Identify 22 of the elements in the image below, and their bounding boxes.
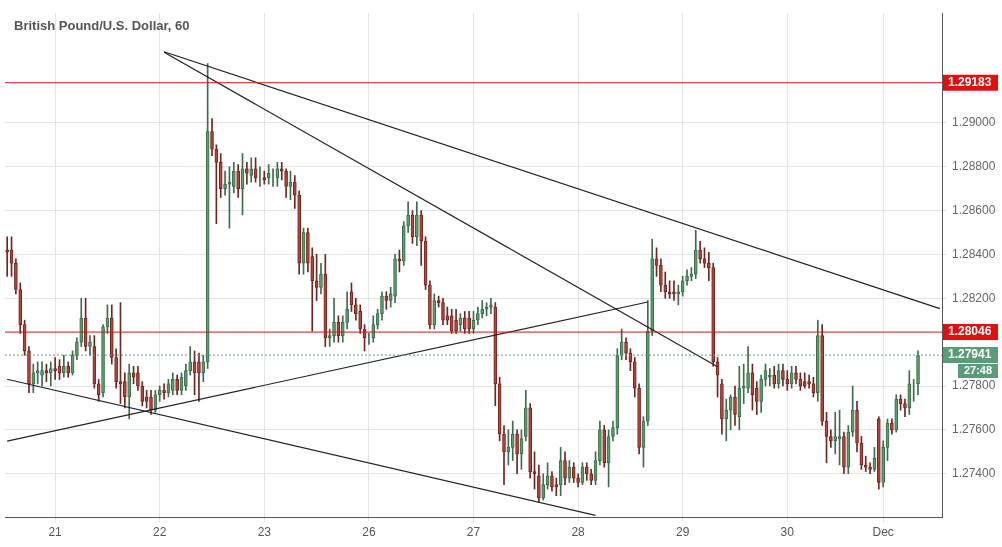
x-tick-label: 21 (48, 525, 63, 540)
ref-line-label: 1.29183 (948, 75, 992, 90)
y-tick-label: 1.28600 (952, 202, 996, 217)
x-tick-label: 28 (571, 525, 586, 540)
x-tick-label: 29 (676, 525, 690, 540)
y-tick-label: 1.28200 (952, 290, 996, 305)
chart-title: British Pound/U.S. Dollar, 60 (14, 17, 190, 33)
y-tick-label: 1.27800 (952, 378, 996, 393)
x-tick-label: 22 (153, 525, 167, 540)
x-tick-label: 26 (362, 525, 376, 540)
x-tick-label: 27 (466, 525, 481, 540)
ref-line-label: 1.28046 (948, 324, 992, 339)
y-tick-label: 1.29000 (952, 115, 996, 130)
x-tick-label: 30 (780, 525, 795, 540)
x-tick-label: 23 (257, 525, 272, 540)
text: 27:48 (963, 364, 993, 377)
y-tick-label: 1.27600 (952, 422, 996, 437)
x-tick-label: Dec (872, 525, 894, 540)
y-tick-label: 1.27400 (952, 466, 996, 481)
y-tick-label: 1.28400 (952, 246, 996, 261)
ref-line-label: 1.27941 (948, 347, 992, 362)
y-tick-label: 1.28800 (952, 159, 996, 174)
